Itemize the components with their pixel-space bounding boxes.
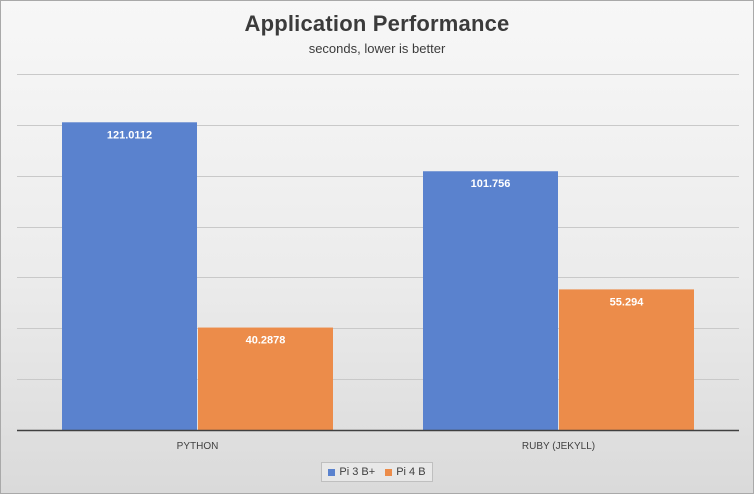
bar [62, 122, 197, 431]
legend-box: Pi 3 B+ Pi 4 B [321, 462, 433, 482]
legend: Pi 3 B+ Pi 4 B [1, 462, 753, 482]
data-label: 121.0112 [107, 129, 152, 141]
legend-label-pi4: Pi 4 B [396, 466, 426, 478]
chart-subtitle: seconds, lower is better [308, 41, 446, 56]
data-label: 40.2878 [246, 335, 286, 347]
bar [423, 171, 558, 430]
legend-item-pi3: Pi 3 B+ [328, 466, 375, 478]
legend-label-pi3: Pi 3 B+ [339, 466, 376, 478]
data-label: 55.294 [610, 296, 645, 308]
data-label: 101.756 [471, 178, 511, 190]
legend-swatch-pi3 [328, 468, 336, 476]
legend-item-pi4: Pi 4 B [385, 466, 426, 478]
x-tick-label: PYTHON [177, 441, 219, 452]
x-tick-label: RUBY (JEKYLL) [522, 441, 595, 452]
bar [559, 289, 694, 430]
legend-swatch-pi4 [385, 468, 393, 476]
bar [198, 327, 333, 430]
chart-title: Application Performance [244, 11, 510, 36]
